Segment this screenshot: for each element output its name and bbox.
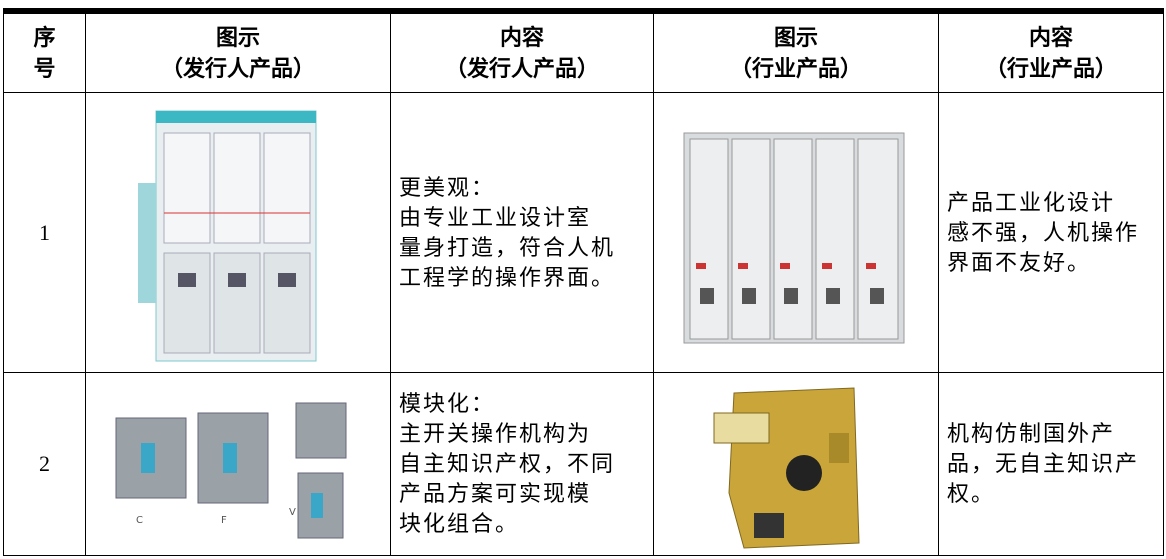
text-line: 机构仿制国外产 [947,421,1116,446]
content-cell: 机构仿制国外产 品，无自主知识产 权。 [938,372,1164,556]
text-line: 品，无自主知识产 [947,451,1140,476]
content-cell: 模块化： 主开关操作机构为 自主知识产权，不同 产品方案可实现模 块化组合。 [390,372,654,556]
content-cell: 更美观： 由专业工业设计室 量身打造，符合人机 工程学的操作界面。 [390,92,654,373]
text-line: 更美观： [399,174,496,200]
image-cell: C F V [85,372,391,556]
header-text: （行业产品） [729,56,862,81]
cabinet-image [138,110,317,362]
header-cell: 内容 （行业产品） [938,8,1164,93]
text-line: 权。 [947,481,996,506]
header-text: 图示 [773,25,818,50]
header-text: 图示 [215,25,260,50]
row-number: 2 [3,372,86,556]
header-row: 序号 图示 （发行人产品） 内容 （发行人产品） 图示 （行业产品） 内容 （行业产品） [3,8,1164,93]
text-line: 产品工业化设计 [947,189,1116,215]
text-line: 主开关操作机构为 [399,421,592,446]
text-line: 由专业工业设计室 [399,204,592,230]
text-line: 模块化： [399,391,496,416]
row: 2 C F V 模块化： 主开关操作机构为 自主知识产权，不同 产品方案可实现模… [3,372,1164,556]
header-cell: 内容 （发行人产品） [390,8,654,93]
text-line: 感不强，人机操作 [947,219,1140,245]
header-text: 序 [33,25,56,50]
header-text: 号 [33,56,56,81]
mechanism-image [713,387,860,549]
content-cell: 产品工业化设计 感不强，人机操作 界面不友好。 [938,92,1164,373]
image-cell [653,92,939,373]
text-line: 量身打造，符合人机 [399,234,616,260]
text-line: 自主知识产权，不同 [399,451,616,476]
image-cell [653,372,939,556]
header-text: （发行人产品） [444,56,599,81]
text-line: 块化组合。 [399,511,520,536]
row-number: 1 [3,92,86,373]
comparison-table: 序号 图示 （发行人产品） 内容 （发行人产品） 图示 （行业产品） 内容 （行业产品）… [3,8,1164,556]
header-cell: 序号 [3,8,86,93]
header-text: （行业产品） [984,56,1117,81]
mechanism-image: C F V [115,402,347,539]
image-label: C [136,515,143,526]
header-cell: 图示 （行业产品） [653,8,939,93]
header-text: （发行人产品） [160,56,315,81]
image-cell [85,92,391,373]
image-label: V [289,507,296,518]
header-cell: 图示 （发行人产品） [85,8,391,93]
cabinet-image [683,132,905,344]
image-label: F [221,515,227,526]
header-text: 内容 [499,25,544,50]
text-line: 界面不友好。 [947,249,1092,275]
text-line: 产品方案可实现模 [399,481,592,506]
text-line: 工程学的操作界面。 [399,264,616,290]
row: 1 更美观： 由专业工业设计室 量身打造，符合人机 工程学的操作界面。 产品工业… [3,92,1164,373]
header-text: 内容 [1028,25,1073,50]
